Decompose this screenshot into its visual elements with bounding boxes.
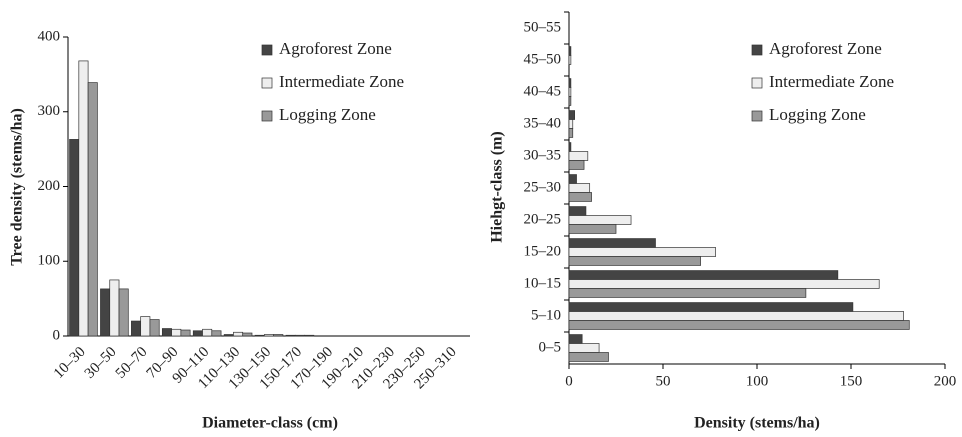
- y-axis-label: Hiehgt-class (m): [489, 131, 506, 243]
- x-axis-label: Density (stems/ha): [694, 415, 820, 432]
- legend-swatch: [261, 44, 273, 56]
- bar: [109, 279, 120, 337]
- bar: [192, 330, 203, 337]
- x-tick-label: 100: [746, 373, 769, 389]
- bar: [149, 319, 160, 337]
- bar: [568, 206, 587, 216]
- y-tick-label: 35–40: [524, 115, 562, 131]
- y-tick-label: 200: [38, 178, 61, 194]
- x-tick-label: 30–50: [82, 344, 120, 382]
- bar: [171, 328, 182, 337]
- legend-swatch: [751, 44, 763, 56]
- legend-swatch: [751, 77, 763, 89]
- bar: [294, 334, 305, 337]
- bar: [568, 238, 656, 248]
- legend-label: Agroforest Zone: [279, 39, 392, 58]
- bar: [273, 334, 284, 337]
- legend-swatch: [261, 77, 273, 89]
- bar: [568, 192, 592, 202]
- bar: [100, 288, 111, 337]
- y-tick-label: 400: [38, 28, 61, 44]
- y-tick-label: 45–50: [524, 51, 562, 67]
- bar: [568, 78, 572, 88]
- bar: [131, 320, 142, 337]
- legend-label: Intermediate Zone: [769, 72, 894, 91]
- bar: [568, 87, 572, 97]
- bar: [78, 60, 89, 337]
- legend-swatch: [261, 110, 273, 122]
- bar: [568, 302, 854, 312]
- bar: [568, 46, 572, 56]
- x-tick-label: 150: [840, 373, 863, 389]
- bar: [568, 160, 585, 170]
- y-tick-label: 100: [38, 253, 61, 269]
- bar: [568, 352, 609, 362]
- x-axis-label: Diameter-class (cm): [202, 415, 338, 432]
- bar: [118, 288, 129, 337]
- legend-label: Agroforest Zone: [769, 39, 882, 58]
- bar: [568, 151, 589, 161]
- bar: [304, 334, 315, 337]
- bar: [180, 329, 191, 337]
- bar: [568, 247, 716, 257]
- y-tick-label: 50–55: [524, 19, 562, 35]
- y-tick-label: 0: [53, 327, 61, 343]
- y-tick-label: 5–10: [531, 307, 561, 323]
- bar: [568, 142, 572, 152]
- bar: [568, 110, 575, 120]
- bar: [568, 311, 904, 321]
- bar: [568, 288, 807, 298]
- y-tick-label: 10–15: [524, 275, 562, 291]
- legend-label: Intermediate Zone: [279, 72, 404, 91]
- bar: [568, 256, 701, 266]
- y-axis-label: Tree density (stems/ha): [9, 108, 26, 266]
- bar: [568, 343, 600, 353]
- bar: [568, 279, 880, 289]
- bar: [87, 82, 98, 337]
- bar: [568, 334, 583, 344]
- bar: [69, 139, 80, 337]
- bar: [568, 96, 572, 106]
- y-tick-label: 15–20: [524, 243, 562, 259]
- legend-swatch: [751, 110, 763, 122]
- bar: [233, 331, 244, 337]
- bar: [568, 224, 617, 234]
- bar: [140, 316, 151, 337]
- bar: [568, 55, 572, 65]
- y-tick-label: 30–35: [524, 147, 562, 163]
- x-tick-label: 0: [565, 373, 573, 389]
- y-tick-label: 40–45: [524, 83, 562, 99]
- bar: [568, 183, 591, 193]
- bar: [161, 328, 172, 337]
- bar: [285, 334, 296, 337]
- bar: [568, 270, 839, 280]
- y-tick-label: 300: [38, 103, 61, 119]
- bar: [568, 174, 577, 184]
- bar: [264, 334, 274, 337]
- x-tick-label: 200: [934, 373, 957, 389]
- bar: [568, 119, 574, 129]
- y-tick-label: 25–30: [524, 179, 562, 195]
- x-tick-label: 10–30: [51, 344, 89, 382]
- bar: [202, 328, 213, 337]
- bar: [568, 128, 574, 138]
- x-tick-label: 50–70: [113, 344, 151, 382]
- bar: [254, 334, 265, 337]
- y-tick-label: 0–5: [539, 339, 562, 355]
- bar: [211, 330, 222, 337]
- bar: [242, 332, 253, 337]
- y-tick-label: 20–25: [524, 211, 562, 227]
- legend-label: Logging Zone: [769, 105, 866, 124]
- legend-label: Logging Zone: [279, 105, 376, 124]
- bar: [223, 334, 234, 337]
- bar: [568, 320, 910, 330]
- x-tick-label: 50: [656, 373, 671, 389]
- bar: [568, 215, 632, 225]
